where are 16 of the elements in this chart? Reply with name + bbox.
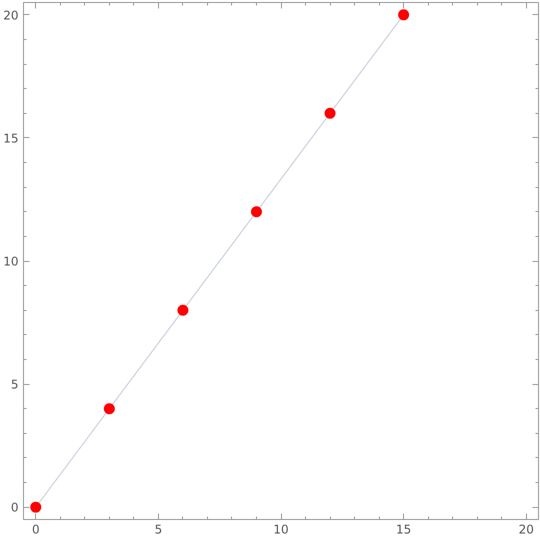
point	[177, 304, 188, 316]
y-tick-label: 5	[10, 378, 19, 392]
y-tick-label: 15	[3, 131, 19, 146]
point	[250, 206, 262, 218]
x-tick-label: 5	[154, 522, 162, 536]
x-tick-label: 15	[396, 522, 412, 536]
point	[324, 108, 336, 119]
y-tick-label: 20	[3, 8, 19, 22]
point	[30, 502, 42, 513]
x-tick-label: 0	[32, 522, 40, 536]
y-tick-label: 10	[3, 254, 19, 268]
y-tick-label: 0	[10, 500, 19, 515]
point	[104, 403, 115, 414]
x-tick-label: 20	[518, 522, 534, 536]
x-tick-label: 10	[273, 522, 289, 536]
point	[398, 9, 410, 20]
